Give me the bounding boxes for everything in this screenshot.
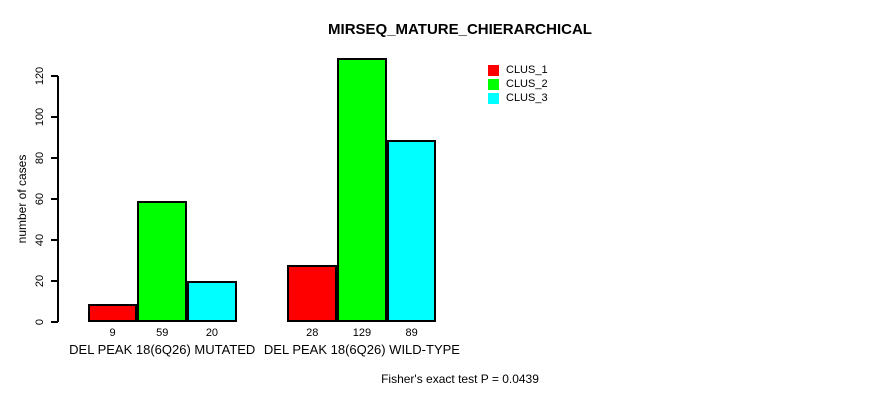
legend-item-clus_1: CLUS_1: [488, 63, 548, 77]
x-axis-group-label: DEL PEAK 18(6Q26) WILD-TYPE: [263, 342, 460, 357]
x-axis-group-label: DEL PEAK 18(6Q26) MUTATED: [69, 342, 256, 357]
bar-clus_3-group2: [386, 139, 437, 322]
y-axis-tick: [51, 280, 58, 282]
y-axis-tick: [51, 198, 58, 200]
legend-label: CLUS_3: [506, 92, 548, 104]
y-axis-tick: [51, 157, 58, 159]
bar-value-label: 89: [405, 327, 418, 339]
y-axis-tick: [51, 321, 58, 323]
y-axis-tick-label: 60: [34, 192, 46, 206]
legend-label: CLUS_2: [506, 78, 548, 90]
bar-value-label: 20: [205, 327, 219, 339]
y-axis-tick-label: 100: [34, 107, 46, 127]
stat-test-annotation: Fisher's exact test P = 0.0439: [381, 372, 539, 386]
y-axis-tick-label: 40: [34, 233, 46, 247]
y-axis-tick-label: 0: [34, 318, 46, 326]
y-axis-title: number of cases: [15, 154, 29, 244]
bar-value-label: 59: [156, 327, 169, 339]
bar-clus_1-group2: [287, 264, 338, 322]
bar-clus_1-group1: [87, 303, 138, 322]
legend: CLUS_1 CLUS_2 CLUS_3: [488, 63, 548, 105]
legend-swatch-icon: [488, 78, 499, 90]
y-axis-tick: [51, 75, 58, 77]
legend-swatch-icon: [488, 64, 499, 76]
y-axis-tick: [51, 239, 58, 241]
bar-clus_2-group2: [337, 57, 387, 322]
chart-title: MIRSEQ_MATURE_CHIERARCHICAL: [328, 21, 592, 38]
bar-value-label: 9: [109, 327, 116, 339]
bar-value-label: 129: [352, 327, 372, 339]
legend-label: CLUS_1: [506, 64, 548, 76]
y-axis-tick: [51, 116, 58, 118]
legend-swatch-icon: [488, 92, 499, 104]
legend-item-clus_2: CLUS_2: [488, 77, 548, 91]
bar-clus_2-group1: [137, 201, 188, 322]
bar-clus_3-group1: [187, 281, 237, 322]
y-axis-tick-label: 20: [34, 274, 46, 288]
y-axis-tick-label: 80: [34, 151, 46, 165]
y-axis-tick-label: 120: [34, 66, 46, 86]
legend-item-clus_3: CLUS_3: [488, 91, 548, 105]
bar-value-label: 28: [306, 327, 319, 339]
